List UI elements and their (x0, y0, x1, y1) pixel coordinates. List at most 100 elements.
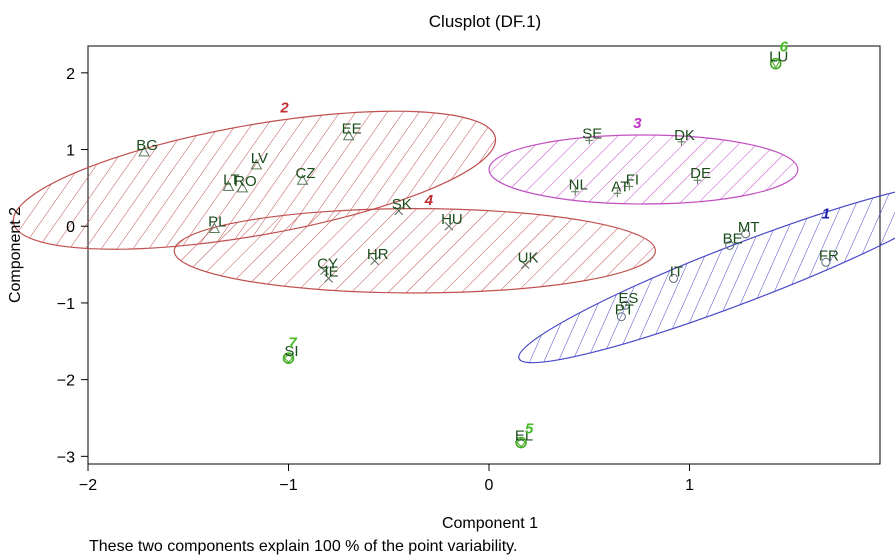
point-label: AT (611, 178, 629, 195)
y-tick-label: 2 (66, 66, 75, 83)
x-tick-label: 0 (485, 477, 494, 494)
point-marker (520, 260, 530, 269)
y-tick-label: −1 (57, 296, 75, 313)
point-label: DE (690, 165, 711, 182)
point-label: PT (615, 302, 634, 319)
point-label: CY (317, 256, 338, 273)
point-ee: EE (342, 121, 362, 141)
chart-subtitle: These two components explain 100 % of th… (89, 538, 517, 555)
point-sk: SK (392, 196, 412, 216)
point-el: EL (515, 428, 533, 449)
point-label: BE (723, 230, 743, 247)
cluster-label-2: 2 (279, 100, 289, 117)
y-axis-label: Component 2 (7, 207, 24, 303)
point-lv: LV (250, 150, 268, 170)
cluster-ellipse-3 (488, 134, 799, 205)
point-lt: LT (222, 171, 240, 191)
point-label: EL (515, 428, 533, 445)
point-marker (250, 158, 263, 170)
point-marker (613, 189, 622, 198)
point-es: ES (618, 290, 638, 310)
point-label: SK (392, 196, 412, 213)
point-marker (138, 145, 150, 157)
point-cy: CY (317, 256, 338, 276)
point-label: UK (518, 250, 539, 267)
point-label: DK (674, 127, 695, 144)
point-marker (394, 206, 404, 216)
point-se: SE (582, 125, 602, 145)
point-label: NL (569, 177, 588, 194)
plot-frame (87, 45, 881, 465)
point-mt: MT (738, 219, 760, 239)
point-ie: IE (324, 263, 339, 283)
point-marker (668, 273, 678, 283)
point-marker (283, 353, 294, 363)
cluster-label-6: 6 (780, 38, 789, 55)
cluster-ellipses (12, 110, 895, 364)
point-label: ES (618, 290, 638, 307)
point-at: AT (611, 178, 629, 198)
point-marker (620, 300, 630, 310)
cluster-label-7: 7 (288, 334, 297, 351)
point-fi: FI (625, 171, 639, 191)
point-marker (585, 136, 594, 145)
x-axis-label: Component 1 (442, 515, 538, 532)
x-tick-label: 1 (685, 477, 694, 494)
point-label: BG (136, 137, 158, 154)
point-marker (516, 437, 526, 448)
cluster-labels: 1 2 3 4 5 6 7 (279, 38, 830, 437)
point-marker (208, 222, 221, 234)
y-tick-label: 1 (66, 143, 75, 160)
cluster-label-1: 1 (822, 206, 830, 223)
point-label: FI (626, 171, 639, 188)
point-marker (320, 266, 329, 276)
point-marker (821, 257, 831, 267)
point-bg: BG (136, 137, 158, 157)
point-hu: HU (441, 211, 463, 231)
point-marker (693, 176, 702, 185)
point-marker (571, 187, 580, 196)
point-ro: RO (234, 173, 257, 193)
point-marker (770, 60, 781, 69)
cluster-label-3: 3 (633, 115, 642, 132)
y-tick-label: 0 (66, 219, 75, 236)
point-cz: CZ (296, 165, 316, 185)
point-marker (677, 137, 686, 146)
point-label: FR (819, 247, 839, 264)
point-label: SI (284, 343, 298, 360)
point-marker (370, 256, 380, 266)
point-marker (324, 274, 333, 283)
point-marker (282, 352, 295, 364)
point-be: BE (723, 230, 743, 250)
point-it: IT (668, 263, 683, 283)
point-marker (725, 240, 735, 250)
point-label: SE (582, 125, 602, 142)
point-uk: UK (518, 250, 539, 269)
point-label: HR (367, 246, 389, 263)
point-label: IT (670, 263, 683, 280)
point-pt: PT (615, 302, 634, 322)
point-label: IE (325, 263, 339, 280)
point-marker (444, 221, 454, 231)
point-label: LV (251, 150, 268, 167)
x-tick-label: −1 (279, 477, 297, 494)
chart-title: Clusplot (DF.1) (429, 12, 541, 31)
point-marker (616, 312, 626, 322)
point-label: HU (441, 211, 463, 228)
cluster-label-4: 4 (424, 192, 434, 209)
point-label: EE (342, 121, 362, 138)
point-fr: FR (819, 247, 839, 267)
point-marker (515, 436, 527, 449)
y-tick-label: −3 (57, 449, 75, 466)
point-marker (625, 182, 634, 191)
point-nl: NL (569, 177, 588, 196)
y-tick-label: −2 (57, 373, 75, 390)
point-lu: LU (769, 49, 788, 70)
point-marker (741, 229, 751, 239)
point-label: MT (738, 219, 760, 236)
cluster-ellipse-4 (173, 207, 657, 294)
point-si: SI (282, 343, 299, 364)
y-axis: −3 −2 −1 0 1 2 (57, 66, 88, 466)
point-de: DE (690, 165, 711, 185)
